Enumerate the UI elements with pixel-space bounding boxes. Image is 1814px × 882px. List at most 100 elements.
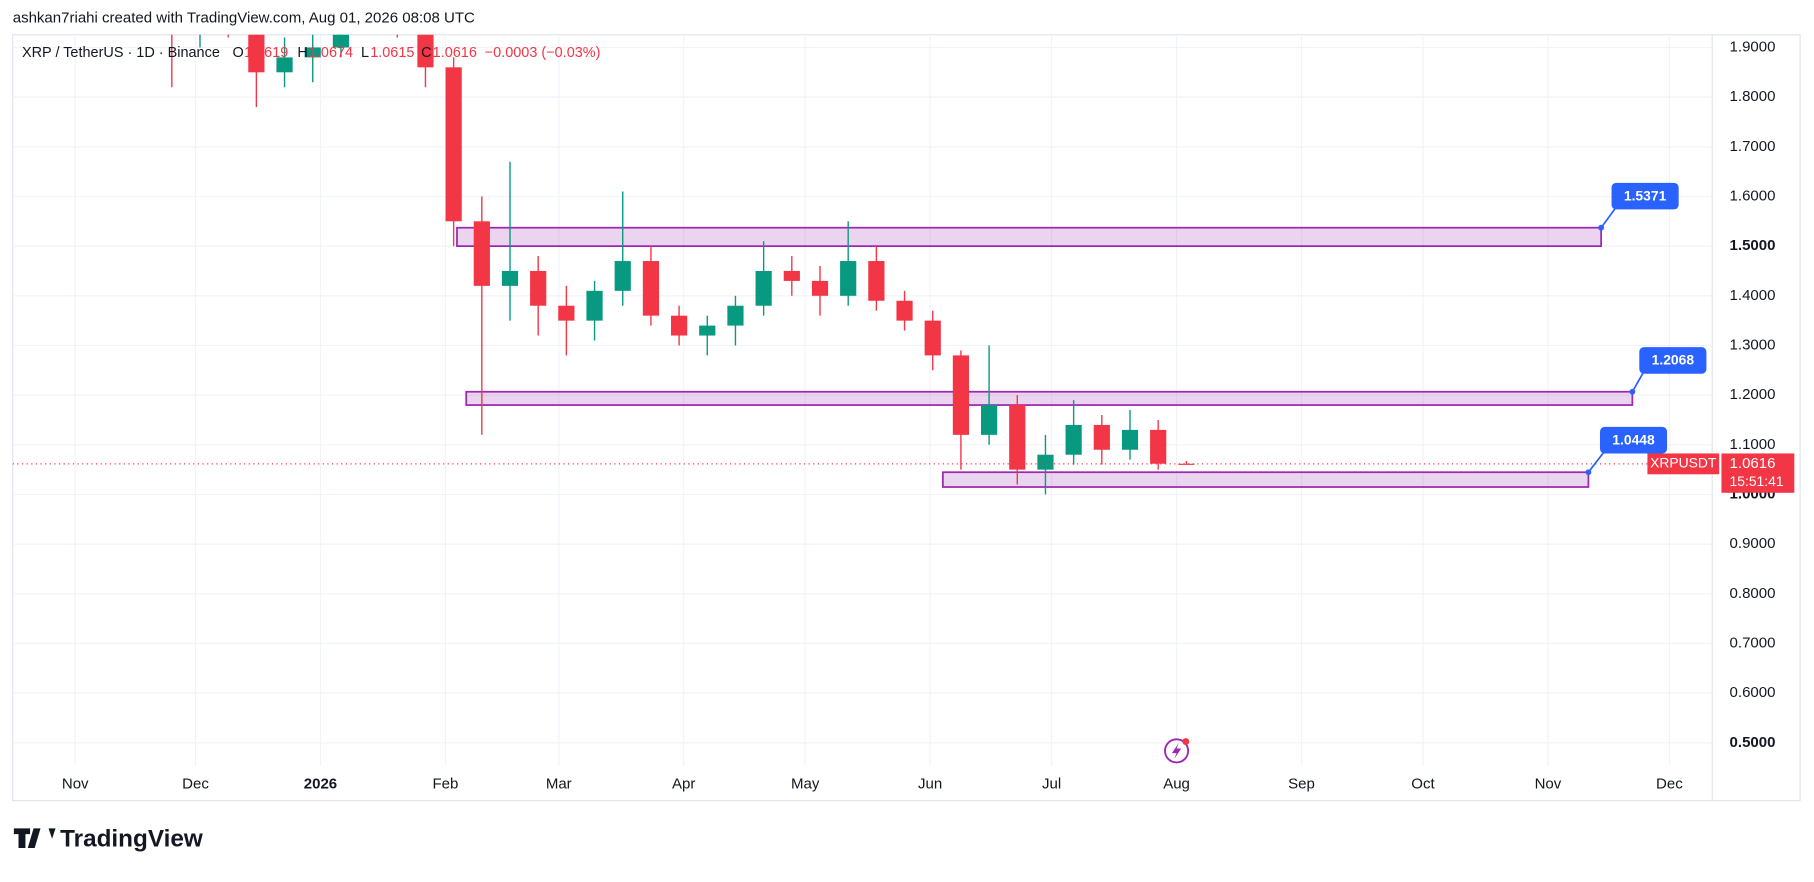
callout-point <box>1598 224 1605 231</box>
candle-body <box>980 405 998 435</box>
candle-body <box>501 270 519 286</box>
candle-body <box>1121 429 1139 450</box>
candle-body <box>896 300 913 321</box>
y-tick-label: 1.1000 <box>1730 436 1776 453</box>
overlay: 1.9000 1.8000 1.7000 1.6000 1.5000 1.4000 1.30… <box>62 38 1795 792</box>
flash-icon[interactable] <box>1164 738 1190 764</box>
plot-area <box>12 0 1713 495</box>
callout-point <box>1629 388 1636 395</box>
candle-body <box>248 34 265 73</box>
candle-body <box>558 305 575 321</box>
x-tick-label: Nov <box>1535 775 1562 792</box>
ohlc-value: 1.0615 <box>370 45 414 61</box>
chart-frame <box>12 34 1801 802</box>
candle-body <box>1009 405 1026 470</box>
candle-body <box>586 290 603 321</box>
brand-name: TradingView <box>60 825 203 852</box>
zone <box>456 226 1603 247</box>
x-tick-label: Apr <box>672 775 695 792</box>
callout-label: 1.2068 <box>1652 352 1695 368</box>
symbol-badge <box>1647 453 1720 475</box>
y-tick-label: 0.7000 <box>1730 634 1776 651</box>
price-badge <box>1721 453 1795 493</box>
candle-body <box>276 57 293 73</box>
callout-box <box>1611 182 1679 210</box>
candle-body <box>727 305 744 326</box>
ohlc-value: 1.0616 <box>433 45 477 61</box>
candle-body <box>811 280 829 296</box>
x-tick-label: Sep <box>1288 775 1315 792</box>
ohlc-letter: L <box>361 45 369 61</box>
y-tick-label: 1.8000 <box>1730 88 1776 105</box>
x-tick-label: Aug <box>1163 775 1190 792</box>
candle-body <box>332 34 350 48</box>
candle-body <box>924 320 941 356</box>
candle-body <box>840 261 857 296</box>
candle-body <box>220 0 236 8</box>
callout-line <box>1631 370 1645 393</box>
callout-box <box>1599 426 1668 454</box>
y-tick-label: 1.3000 <box>1730 336 1776 353</box>
x-tick-label: Feb <box>432 775 458 792</box>
candle-body <box>389 0 405 8</box>
candle-body <box>1150 429 1167 464</box>
candle-body <box>755 270 772 306</box>
ohlc-value: 1.0619 <box>244 45 288 61</box>
attribution: ashkan7riahi created with TradingView.co… <box>13 10 475 27</box>
candle-body <box>304 47 321 58</box>
x-tick-label: Jul <box>1042 775 1061 792</box>
x-tick-label: Dec <box>1656 775 1683 792</box>
x-tick-label: 2026 <box>304 775 337 792</box>
candle-body <box>699 325 716 336</box>
candle-body <box>642 261 660 316</box>
y-tick-label: 1.5000 <box>1730 237 1776 254</box>
x-tick-label: Jun <box>918 775 942 792</box>
y-tick-label: 1.4000 <box>1730 287 1776 304</box>
callout-point <box>1585 469 1592 476</box>
y-tick-label: 1.7000 <box>1730 138 1776 155</box>
callout-label: 1.5371 <box>1624 187 1667 203</box>
ohlc-letter: C <box>421 45 431 61</box>
x-tick-label: Oct <box>1411 775 1435 792</box>
candle-body <box>530 270 547 306</box>
candle-body <box>783 270 800 281</box>
x-tick-label: Dec <box>182 775 209 792</box>
candle-body <box>614 261 631 291</box>
callout-box <box>1639 347 1707 374</box>
y-tick-label: 1.9000 <box>1730 38 1776 55</box>
legend: XRP / TetherUS · 1D · Binance O 1.0619 H… <box>22 45 600 61</box>
callout-label: 1.0448 <box>1612 431 1655 447</box>
price-badge-text: 1.0616 <box>1730 455 1776 472</box>
y-tick-label: 1.2000 <box>1730 386 1776 403</box>
y-tick-label: 0.6000 <box>1730 684 1776 701</box>
candle-body <box>473 221 490 286</box>
candle-body <box>1093 424 1110 450</box>
candle-body <box>1065 424 1082 455</box>
zone <box>941 471 1590 488</box>
candle-body <box>868 261 885 301</box>
callout-line <box>1600 206 1617 229</box>
ohlc-letter: O <box>233 45 244 61</box>
candle-body <box>445 67 462 222</box>
x-tick-label: Mar <box>546 775 572 792</box>
candle-body <box>1037 454 1054 470</box>
candle-body <box>670 315 688 336</box>
symbol: XRP / TetherUS · 1D · Binance <box>22 45 220 61</box>
zone <box>465 390 1634 406</box>
brand[interactable]: TradingView <box>13 825 203 852</box>
candle-body <box>417 34 434 68</box>
y-tick-label: 0.9000 <box>1730 535 1776 552</box>
callout-line <box>1587 450 1606 473</box>
countdown: 15:51:41 <box>1730 473 1784 489</box>
ohlc-value: 1.0674 <box>309 45 353 61</box>
x-tick-label: May <box>791 775 820 792</box>
x-tick-label: Nov <box>62 775 89 792</box>
candle-body <box>1178 463 1195 465</box>
ohlc-letter: H <box>297 45 307 61</box>
change: −0.0003 (−0.03%) <box>485 45 601 61</box>
grid <box>12 34 1713 766</box>
candle-body <box>952 355 970 435</box>
y-tick-label: 0.8000 <box>1730 585 1776 602</box>
symbol-badge-text: XRPUSDT <box>1650 455 1717 471</box>
